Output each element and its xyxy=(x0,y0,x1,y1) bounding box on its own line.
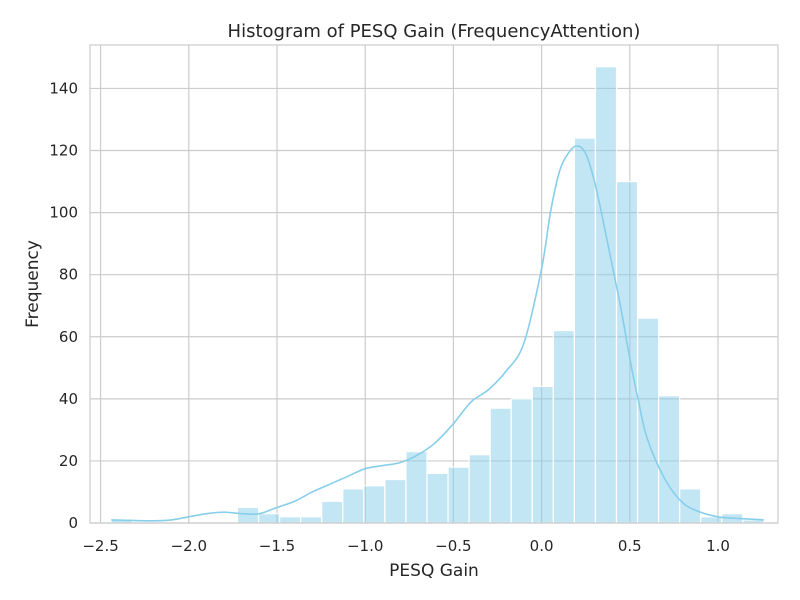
y-axis-label: Frequency xyxy=(23,240,43,328)
histogram-bars xyxy=(110,66,765,524)
histogram-bar-22 xyxy=(573,137,597,524)
y-tick-label-3: 60 xyxy=(59,328,78,346)
histogram-bar-25 xyxy=(636,317,660,524)
histogram-bar-11 xyxy=(342,488,365,524)
x-tick-label-7: 1.0 xyxy=(706,537,730,555)
histogram-bar-13 xyxy=(384,478,407,524)
grid-lines xyxy=(90,45,778,524)
y-tick-label-0: 0 xyxy=(68,514,78,532)
histogram-bar-7 xyxy=(257,513,281,524)
y-tick-labels: 0 20 40 60 80 100 120 140 xyxy=(49,79,78,532)
chart-title: Histogram of PESQ Gain (FrequencyAttenti… xyxy=(228,21,641,42)
histogram-bar-18 xyxy=(489,407,512,524)
y-tick-label-7: 140 xyxy=(49,79,78,97)
x-tick-label-0: −2.5 xyxy=(82,537,118,555)
y-tick-label-6: 120 xyxy=(49,142,78,160)
kde-curve-group xyxy=(111,145,764,522)
y-tick-label-1: 20 xyxy=(59,452,78,470)
kde-curve xyxy=(111,145,764,522)
histogram-bar-17 xyxy=(468,454,491,524)
x-tick-label-5: 0.0 xyxy=(530,537,554,555)
y-tick-label-4: 80 xyxy=(59,266,78,284)
histogram-bar-19 xyxy=(510,398,533,524)
x-tick-label-6: 0.5 xyxy=(618,537,642,555)
histogram-bar-6 xyxy=(236,506,260,524)
x-tick-label-1: −2.0 xyxy=(171,537,207,555)
x-tick-label-3: −1.0 xyxy=(347,537,383,555)
y-tick-label-2: 40 xyxy=(59,390,78,408)
histogram-bar-15 xyxy=(426,472,449,524)
histogram-bar-27 xyxy=(679,488,702,524)
histogram-bar-16 xyxy=(447,466,470,524)
histogram-bar-24 xyxy=(615,180,639,524)
histogram-bar-28 xyxy=(700,516,723,524)
histogram-bar-23 xyxy=(594,66,618,524)
x-tick-label-4: −0.5 xyxy=(435,537,471,555)
histogram-bar-8 xyxy=(279,516,302,524)
histogram-bar-20 xyxy=(531,385,554,524)
histogram-bar-26 xyxy=(658,395,681,524)
y-tick-label-5: 100 xyxy=(49,204,78,222)
histogram-bar-12 xyxy=(363,485,386,524)
x-tick-labels: −2.5 −2.0 −1.5 −1.0 −0.5 0.0 0.5 1.0 xyxy=(82,537,730,555)
histogram-bar-9 xyxy=(300,516,323,524)
histogram-bar-21 xyxy=(552,329,575,524)
plot-frame xyxy=(89,44,779,524)
histogram-bar-14 xyxy=(405,451,428,524)
x-axis-label: PESQ Gain xyxy=(389,561,479,581)
x-tick-label-2: −1.5 xyxy=(259,537,295,555)
histogram-bar-10 xyxy=(321,500,344,524)
